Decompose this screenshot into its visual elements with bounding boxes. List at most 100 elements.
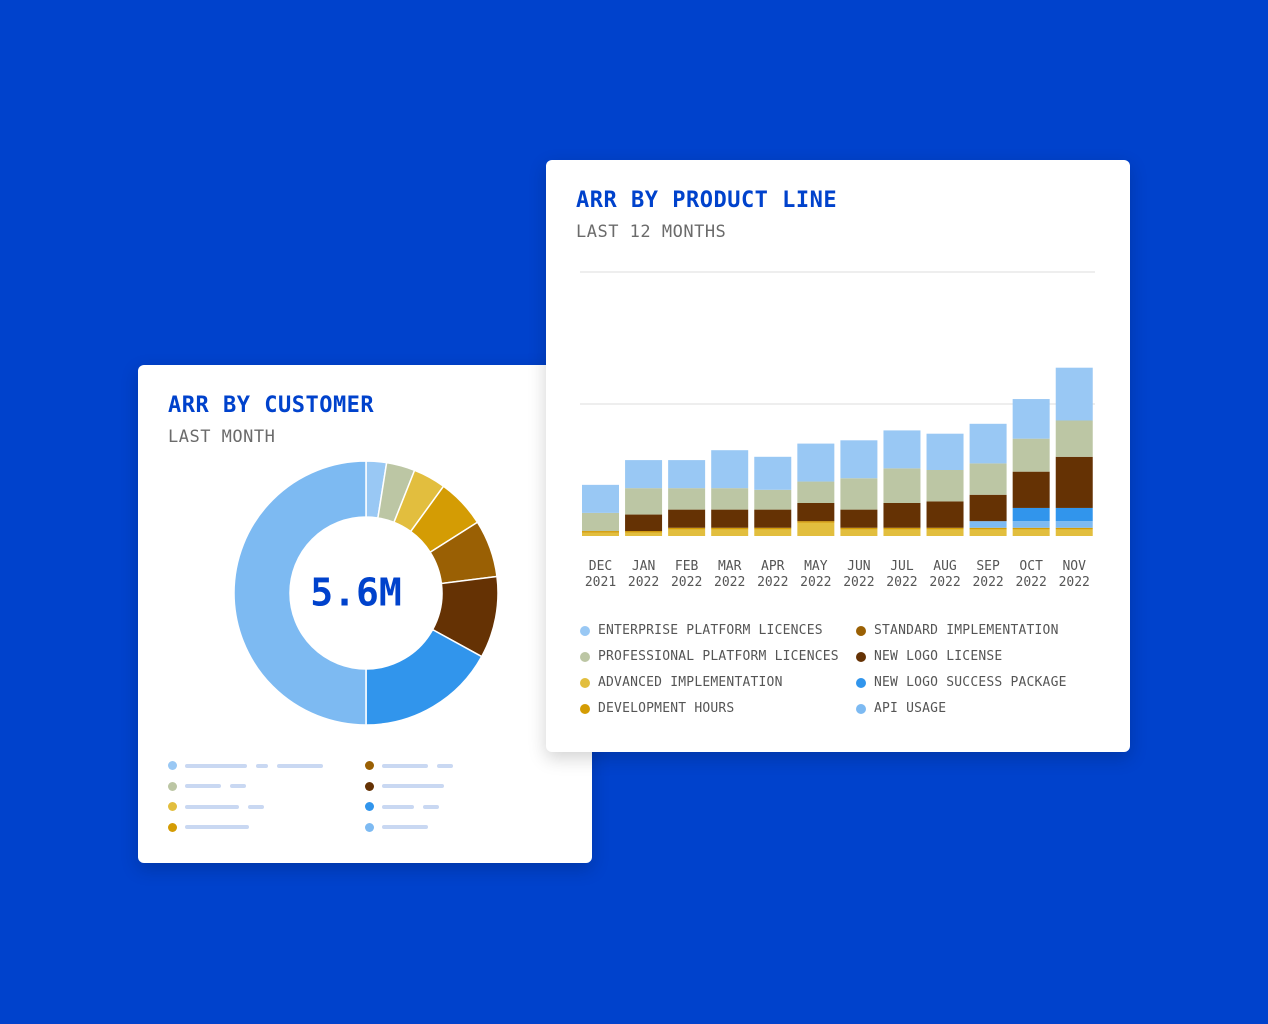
bar-segment-advanced-implementation — [1012, 529, 1050, 536]
bar-group-oct-2022 — [1012, 399, 1050, 536]
bar-segment-professional-platform-licences — [582, 512, 619, 532]
x-tick-year: 2022 — [843, 575, 874, 590]
arr-by-product-line-card: ARR BY PRODUCT LINE LAST 12 MONTHS DEC 20… — [546, 160, 1130, 752]
bar-group-apr-2022 — [754, 456, 792, 536]
customer-legend-row — [365, 822, 437, 832]
arr-by-customer-card: ARR BY CUSTOMER LAST MONTH 5.6M — [138, 365, 592, 863]
bar-segment-new-logo-license — [969, 494, 1007, 522]
legend-label: API USAGE — [874, 701, 947, 716]
bar-segment-advanced-implementation — [582, 532, 619, 536]
bar-segment-new-logo-license — [1012, 471, 1050, 508]
legend-placeholder-line — [382, 784, 444, 788]
legend-placeholder-line — [185, 784, 221, 788]
legend-placeholder-line — [437, 763, 453, 768]
legend-dot — [168, 761, 177, 770]
x-tick-year: 2022 — [628, 575, 659, 590]
bar-segment-development-hours — [711, 527, 749, 530]
legend-item: API USAGE — [856, 700, 1096, 717]
bar-segment-professional-platform-licences — [711, 488, 749, 510]
bar-segment-new-logo-license — [668, 509, 706, 528]
bar-segment-enterprise-platform-licences — [711, 450, 749, 489]
x-tick-month: NOV — [1062, 559, 1086, 574]
bar-segment-professional-platform-licences — [840, 478, 878, 510]
legend-dot — [856, 625, 866, 636]
bar-segment-enterprise-platform-licences — [883, 430, 921, 469]
customer-legend-row — [365, 802, 448, 811]
donut-chart: 5.6M — [233, 460, 499, 726]
bar-segment-enterprise-platform-licences — [1012, 399, 1050, 439]
legend-label: DEVELOPMENT HOURS — [598, 701, 735, 716]
legend-placeholder-line — [185, 804, 239, 809]
bar-segment-professional-platform-licences — [797, 481, 835, 503]
legend-label: NEW LOGO SUCCESS PACKAGE — [874, 675, 1067, 690]
bar-segment-enterprise-platform-licences — [582, 484, 619, 513]
legend-placeholder-line — [256, 763, 268, 768]
customer-legend-row — [168, 822, 258, 832]
bar-group-dec-2021 — [582, 484, 619, 536]
legend-dot — [365, 781, 374, 791]
x-tick-year: 2022 — [671, 575, 702, 590]
legend-label: ENTERPRISE PLATFORM LICENCES — [598, 623, 823, 638]
product-legend: ENTERPRISE PLATFORM LICENCES STANDARD IMP… — [580, 622, 1096, 717]
bar-segment-enterprise-platform-licences — [840, 440, 878, 479]
x-tick-month: JUN — [847, 559, 870, 574]
bar-segment-advanced-implementation — [1055, 529, 1093, 536]
bar-segment-new-logo-license — [1055, 456, 1093, 508]
x-tick-year: 2022 — [714, 575, 745, 590]
stacked-bar-chart: DEC2021JAN2022FEB2022MAR2022APR2022MAY20… — [580, 271, 1095, 590]
legend-dot — [856, 677, 866, 688]
x-tick-month: MAR — [718, 559, 742, 574]
bar-segment-new-logo-success-package — [1012, 507, 1050, 522]
bar-segment-api-usage — [969, 521, 1007, 528]
legend-dot — [168, 802, 177, 811]
bar-segment-professional-platform-licences — [625, 488, 663, 515]
x-tick-month: APR — [761, 559, 785, 574]
legend-placeholder-line — [230, 784, 246, 788]
bar-segment-api-usage — [1055, 521, 1093, 528]
x-tick-month: FEB — [675, 559, 699, 574]
bar-group-jul-2022 — [883, 430, 921, 536]
x-tick-year: 2022 — [972, 575, 1003, 590]
bar-group-sep-2022 — [969, 423, 1007, 536]
legend-item: ADVANCED IMPLEMENTATION — [580, 674, 856, 691]
bar-segment-advanced-implementation — [840, 529, 878, 536]
bar-segment-new-logo-license — [797, 503, 835, 522]
bar-segment-development-hours — [1055, 527, 1093, 530]
bar-group-mar-2022 — [711, 450, 749, 536]
legend-dot — [365, 802, 374, 811]
bar-segment-professional-platform-licences — [754, 489, 792, 510]
customer-card-subtitle: LAST MONTH — [168, 427, 276, 447]
legend-dot — [856, 703, 866, 714]
bar-segment-enterprise-platform-licences — [797, 443, 835, 482]
bar-group-feb-2022 — [668, 460, 706, 536]
legend-label: ADVANCED IMPLEMENTATION — [598, 675, 783, 690]
legend-label: NEW LOGO LICENSE — [874, 649, 1003, 664]
bar-group-aug-2022 — [926, 433, 964, 536]
bar-segment-advanced-implementation — [926, 529, 964, 536]
bar-segment-professional-platform-licences — [883, 468, 921, 503]
bar-segment-new-logo-license — [926, 501, 964, 528]
bar-group-nov-2022 — [1055, 367, 1093, 536]
x-tick-year: 2022 — [1059, 575, 1090, 590]
bar-group-jun-2022 — [840, 440, 878, 536]
legend-placeholder-line — [185, 763, 247, 768]
bar-group-may-2022 — [797, 443, 835, 536]
bar-segment-development-hours — [1012, 527, 1050, 530]
x-tick-month: JAN — [632, 559, 655, 574]
legend-dot — [365, 761, 374, 770]
legend-item: NEW LOGO LICENSE — [856, 648, 1096, 665]
customer-legend-row — [365, 781, 453, 791]
bar-segment-advanced-implementation — [969, 529, 1007, 536]
bar-segment-enterprise-platform-licences — [969, 423, 1007, 464]
legend-dot — [365, 822, 374, 832]
bar-segment-advanced-implementation — [797, 522, 835, 536]
x-tick-year: 2022 — [929, 575, 960, 590]
legend-item: ENTERPRISE PLATFORM LICENCES — [580, 622, 856, 639]
bar-segment-development-hours — [582, 531, 619, 533]
bar-segment-new-logo-license — [711, 509, 749, 528]
customer-legend-row — [168, 802, 273, 811]
legend-dot — [168, 822, 177, 832]
customer-legend-row — [365, 761, 462, 770]
chart-x-ticks: DEC2021JAN2022FEB2022MAR2022APR2022MAY20… — [585, 559, 1090, 590]
legend-item: DEVELOPMENT HOURS — [580, 700, 856, 717]
